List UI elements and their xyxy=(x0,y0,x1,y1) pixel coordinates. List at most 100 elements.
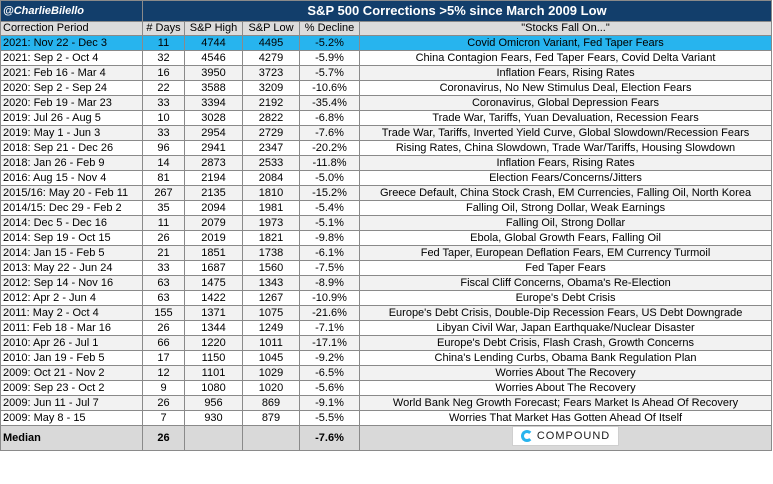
table-row: 2009: Oct 21 - Nov 2 12 1101 1029 -6.5% Worri… xyxy=(0,365,773,381)
period-cell: 2014: Jan 15 - Feb 5 xyxy=(0,245,143,261)
table-row: 2009: Sep 23 - Oct 2 9 1080 1020 -5.6% Worrie… xyxy=(0,380,773,396)
low-cell: 1249 xyxy=(242,320,300,336)
period-cell: 2021: Sep 2 - Oct 4 xyxy=(0,50,143,66)
table-row: 2021: Feb 16 - Mar 4 16 3950 3723 -5.7% Infla… xyxy=(0,65,773,81)
low-cell: 1045 xyxy=(242,350,300,366)
table-row: 2018: Jan 26 - Feb 9 14 2873 2533 -11.8% Infl… xyxy=(0,155,773,171)
column-header-low: S&P Low xyxy=(242,21,300,36)
days-cell: 14 xyxy=(142,155,185,171)
reason-cell: Coronavirus, No New Stimulus Deal, Elect… xyxy=(358,80,773,96)
table-row: 2018: Sep 21 - Dec 26 96 2941 2347 -20.2% Ris… xyxy=(0,140,773,156)
decline-cell: -9.1% xyxy=(299,395,360,411)
days-cell: 11 xyxy=(142,215,185,231)
high-cell: 2954 xyxy=(184,125,243,141)
reason-cell: Worries That Market Has Gotten Ahead Of … xyxy=(358,410,773,426)
corrections-table: @CharlieBilello S&P 500 Corrections >5% … xyxy=(0,0,773,451)
period-cell: 2009: May 8 - 15 xyxy=(0,410,143,426)
high-cell: 3028 xyxy=(184,110,243,126)
period-cell: 2010: Apr 26 - Jul 1 xyxy=(0,335,143,351)
reason-cell: Covid Omicron Variant, Fed Taper Fears xyxy=(358,35,773,51)
period-cell: 2020: Sep 2 - Sep 24 xyxy=(0,80,143,96)
reason-cell: Falling Oil, Strong Dollar xyxy=(358,215,773,231)
period-cell: 2009: Oct 21 - Nov 2 xyxy=(0,365,143,381)
days-cell: 81 xyxy=(142,170,185,186)
decline-cell: -35.4% xyxy=(299,95,360,111)
decline-cell: -5.5% xyxy=(299,410,360,426)
median-low-empty xyxy=(242,425,300,451)
decline-cell: -5.0% xyxy=(299,170,360,186)
days-cell: 9 xyxy=(142,380,185,396)
high-cell: 3394 xyxy=(184,95,243,111)
decline-cell: -7.5% xyxy=(299,260,360,276)
days-cell: 33 xyxy=(142,95,185,111)
low-cell: 1810 xyxy=(242,185,300,201)
decline-cell: -10.6% xyxy=(299,80,360,96)
low-cell: 3209 xyxy=(242,80,300,96)
low-cell: 1981 xyxy=(242,200,300,216)
period-cell: 2018: Sep 21 - Dec 26 xyxy=(0,140,143,156)
decline-cell: -7.6% xyxy=(299,125,360,141)
decline-cell: -5.7% xyxy=(299,65,360,81)
reason-cell: Worries About The Recovery xyxy=(358,380,773,396)
days-cell: 26 xyxy=(142,320,185,336)
days-cell: 16 xyxy=(142,65,185,81)
days-cell: 22 xyxy=(142,80,185,96)
reason-cell: Fed Taper Fears xyxy=(358,260,773,276)
reason-cell: Inflation Fears, Rising Rates xyxy=(358,65,773,81)
high-cell: 956 xyxy=(184,395,243,411)
reason-cell: Trade War, Tariffs, Yuan Devaluation, Re… xyxy=(358,110,773,126)
period-cell: 2018: Jan 26 - Feb 9 xyxy=(0,155,143,171)
low-cell: 2347 xyxy=(242,140,300,156)
reason-cell: Europe's Debt Crisis, Double-Dip Recessi… xyxy=(358,305,773,321)
table-row: 2021: Sep 2 - Oct 4 32 4546 4279 -5.9% China … xyxy=(0,50,773,66)
period-cell: 2009: Sep 23 - Oct 2 xyxy=(0,380,143,396)
table-row: 2014/15: Dec 29 - Feb 2 35 2094 1981 -5.4% Fa… xyxy=(0,200,773,216)
low-cell: 1343 xyxy=(242,275,300,291)
median-decline: -7.6% xyxy=(299,425,360,451)
low-cell: 1973 xyxy=(242,215,300,231)
period-cell: 2016: Aug 15 - Nov 4 xyxy=(0,170,143,186)
column-header-row: Correction Period # Days S&P High S&P Lo… xyxy=(0,21,773,36)
period-cell: 2012: Apr 2 - Jun 4 xyxy=(0,290,143,306)
table-row: 2013: May 22 - Jun 24 33 1687 1560 -7.5% Fed … xyxy=(0,260,773,276)
decline-cell: -10.9% xyxy=(299,290,360,306)
table-row: 2014: Dec 5 - Dec 16 11 2079 1973 -5.1% Falli… xyxy=(0,215,773,231)
period-cell: 2010: Jan 19 - Feb 5 xyxy=(0,350,143,366)
period-cell: 2014: Dec 5 - Dec 16 xyxy=(0,215,143,231)
days-cell: 12 xyxy=(142,365,185,381)
low-cell: 1267 xyxy=(242,290,300,306)
table-row: 2011: May 2 - Oct 4 155 1371 1075 -21.6% Euro… xyxy=(0,305,773,321)
table-row: 2009: May 8 - 15 7 930 879 -5.5% Worries That… xyxy=(0,410,773,426)
table-row: 2012: Apr 2 - Jun 4 63 1422 1267 -10.9% Europ… xyxy=(0,290,773,306)
decline-cell: -6.8% xyxy=(299,110,360,126)
table-row: 2012: Sep 14 - Nov 16 63 1475 1343 -8.9% Fisc… xyxy=(0,275,773,291)
low-cell: 3723 xyxy=(242,65,300,81)
high-cell: 930 xyxy=(184,410,243,426)
compound-logo-icon xyxy=(520,430,533,442)
median-row: Median 26 -7.6% COMPOUND xyxy=(0,425,773,451)
decline-cell: -8.9% xyxy=(299,275,360,291)
days-cell: 66 xyxy=(142,335,185,351)
decline-cell: -5.1% xyxy=(299,215,360,231)
decline-cell: -5.6% xyxy=(299,380,360,396)
high-cell: 2135 xyxy=(184,185,243,201)
days-cell: 63 xyxy=(142,290,185,306)
logo-cell: COMPOUND xyxy=(358,425,773,451)
reason-cell: Falling Oil, Strong Dollar, Weak Earning… xyxy=(358,200,773,216)
column-header-decline: % Decline xyxy=(299,21,360,36)
table-title: S&P 500 Corrections >5% since March 2009… xyxy=(141,0,773,22)
period-cell: 2011: May 2 - Oct 4 xyxy=(0,305,143,321)
high-cell: 1851 xyxy=(184,245,243,261)
high-cell: 2194 xyxy=(184,170,243,186)
low-cell: 4279 xyxy=(242,50,300,66)
days-cell: 32 xyxy=(142,50,185,66)
low-cell: 4495 xyxy=(242,35,300,51)
reason-cell: Coronavirus, Global Depression Fears xyxy=(358,95,773,111)
high-cell: 2079 xyxy=(184,215,243,231)
high-cell: 2941 xyxy=(184,140,243,156)
high-cell: 2094 xyxy=(184,200,243,216)
compound-logo: COMPOUND xyxy=(511,426,620,446)
reason-cell: Ebola, Global Growth Fears, Falling Oil xyxy=(358,230,773,246)
period-cell: 2011: Feb 18 - Mar 16 xyxy=(0,320,143,336)
